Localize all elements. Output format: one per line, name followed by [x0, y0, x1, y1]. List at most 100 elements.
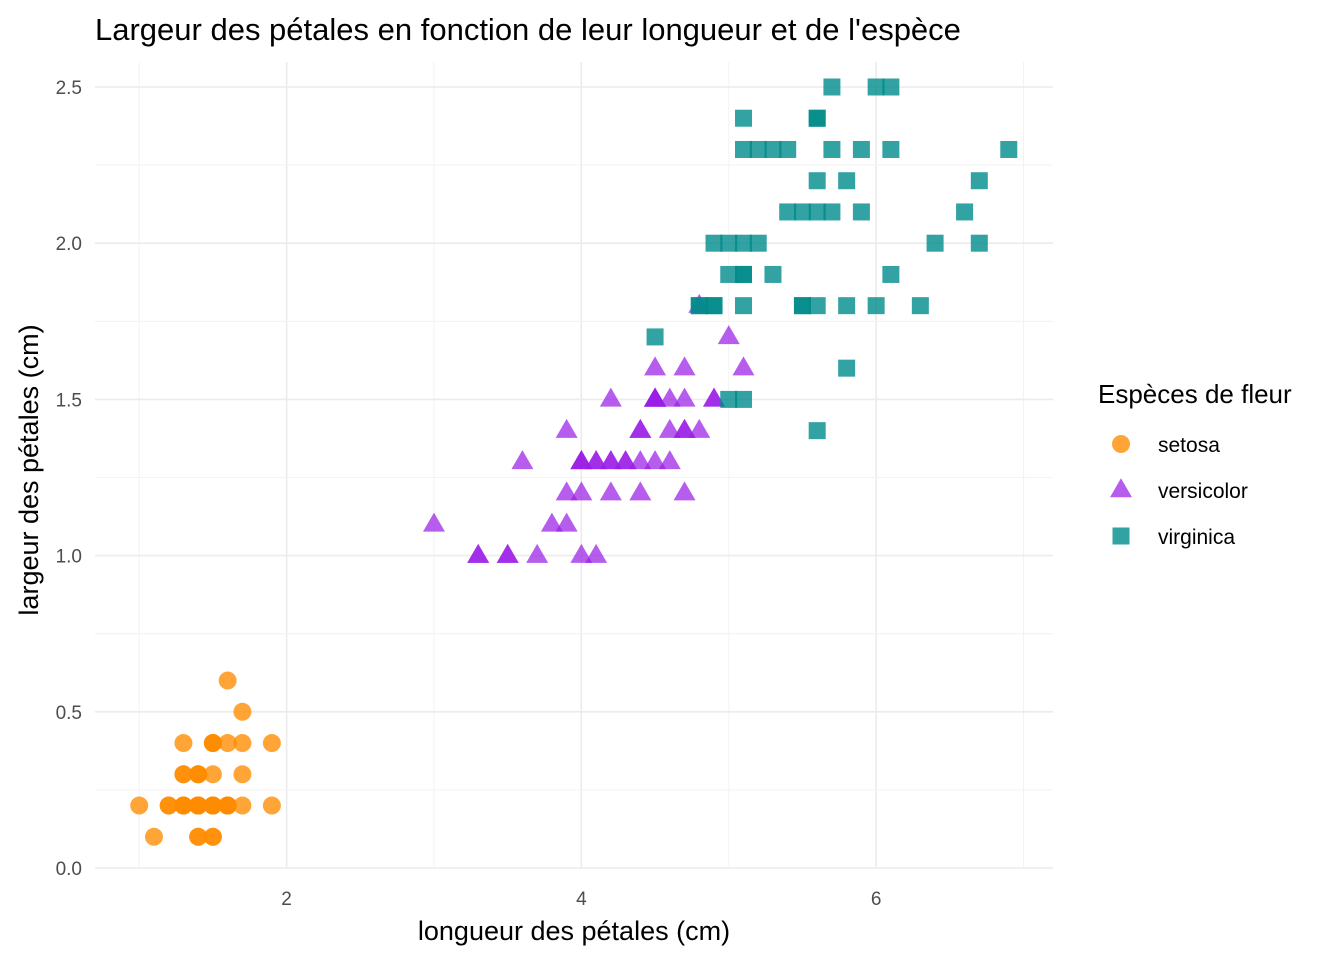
data-point-virginica — [764, 140, 782, 158]
data-point-virginica — [867, 297, 885, 315]
data-point-versicolor — [644, 356, 667, 376]
data-point-virginica — [838, 172, 856, 190]
y-axis-title: largeur des pétales (cm) — [14, 324, 44, 615]
data-point-versicolor — [496, 543, 519, 563]
data-point-setosa — [218, 671, 237, 690]
data-point-virginica — [808, 109, 826, 127]
y-tick-label: 2.5 — [56, 78, 82, 99]
data-point-virginica — [734, 265, 752, 283]
data-point-setosa — [233, 765, 252, 784]
data-point-versicolor — [555, 512, 578, 532]
data-point-virginica — [823, 78, 841, 96]
data-point-versicolor — [673, 387, 696, 407]
data-point-versicolor — [629, 450, 652, 470]
data-point-versicolor — [629, 418, 652, 438]
y-tick-label: 2.0 — [56, 234, 82, 255]
data-point-versicolor — [599, 387, 622, 407]
data-points — [130, 78, 1018, 846]
data-point-versicolor — [658, 387, 681, 407]
data-point-setosa — [174, 734, 193, 753]
data-point-virginica — [734, 140, 752, 158]
data-point-versicolor — [732, 356, 755, 376]
data-point-setosa — [130, 796, 149, 815]
data-point-versicolor — [644, 387, 667, 407]
y-tick-label: 0.5 — [56, 703, 82, 724]
data-point-virginica — [705, 234, 723, 252]
data-point-setosa — [189, 827, 208, 846]
data-point-setosa — [203, 827, 222, 846]
data-point-virginica — [764, 265, 782, 283]
data-point-versicolor — [526, 543, 549, 563]
data-point-setosa — [233, 796, 252, 815]
data-point-virginica — [705, 297, 723, 315]
legend-key-setosa — [1112, 435, 1130, 453]
data-point-virginica — [823, 140, 841, 158]
y-tick-label: 0.0 — [56, 859, 82, 880]
data-point-versicolor — [555, 418, 578, 438]
data-point-setosa — [203, 796, 222, 815]
data-point-virginica — [867, 78, 885, 96]
data-point-versicolor — [585, 450, 608, 470]
data-point-virginica — [720, 234, 738, 252]
y-tick-label: 1.5 — [56, 390, 82, 411]
data-point-virginica — [808, 172, 826, 190]
data-point-setosa — [174, 796, 193, 815]
legend-key-versicolor — [1110, 478, 1132, 498]
legend-label-setosa: setosa — [1158, 434, 1220, 457]
data-point-virginica — [749, 140, 767, 158]
data-point-virginica — [690, 297, 708, 315]
data-point-virginica — [838, 297, 856, 315]
data-point-setosa — [144, 827, 163, 846]
legend-label-virginica: virginica — [1158, 526, 1235, 549]
data-point-virginica — [749, 234, 767, 252]
data-point-versicolor — [599, 450, 622, 470]
data-point-versicolor — [673, 418, 696, 438]
data-point-virginica — [838, 359, 856, 377]
data-point-versicolor — [540, 512, 563, 532]
data-point-setosa — [189, 796, 208, 815]
data-point-virginica — [720, 390, 738, 408]
data-point-virginica — [882, 78, 900, 96]
data-point-setosa — [203, 734, 222, 753]
legend-title: Espèces de fleur — [1098, 379, 1292, 409]
data-point-versicolor — [614, 450, 637, 470]
data-point-virginica — [720, 265, 738, 283]
data-point-setosa — [233, 734, 252, 753]
data-point-versicolor — [570, 450, 593, 470]
data-point-versicolor — [467, 543, 490, 563]
data-point-virginica — [808, 297, 826, 315]
data-point-virginica — [793, 203, 811, 221]
data-point-virginica — [823, 203, 841, 221]
x-tick-label: 4 — [576, 889, 587, 910]
data-point-virginica — [808, 422, 826, 440]
x-tick-label: 2 — [281, 889, 292, 910]
data-point-virginica — [779, 203, 797, 221]
x-tick-label: 6 — [871, 889, 882, 910]
data-point-virginica — [734, 109, 752, 127]
data-point-virginica — [808, 203, 826, 221]
data-point-setosa — [262, 734, 281, 753]
x-axis-ticks: 2 4 6 — [281, 889, 881, 910]
data-point-virginica — [956, 203, 974, 221]
chart-title: Largeur des pétales en fonction de leur … — [95, 12, 961, 47]
data-point-versicolor — [644, 450, 667, 470]
data-point-virginica — [911, 297, 929, 315]
data-point-setosa — [203, 765, 222, 784]
y-tick-label: 1.0 — [56, 547, 82, 568]
data-point-setosa — [218, 796, 237, 815]
data-point-versicolor — [658, 418, 681, 438]
data-point-versicolor — [585, 543, 608, 563]
data-point-virginica — [793, 297, 811, 315]
data-point-versicolor — [629, 481, 652, 501]
data-point-setosa — [159, 796, 178, 815]
data-point-virginica — [646, 328, 664, 346]
data-point-virginica — [734, 234, 752, 252]
data-point-virginica — [852, 140, 870, 158]
data-point-setosa — [189, 765, 208, 784]
legend: Espèces de fleur setosa versicolor virgini… — [1098, 379, 1292, 549]
data-point-versicolor — [688, 418, 711, 438]
grid — [95, 62, 1053, 869]
data-point-virginica — [779, 140, 797, 158]
data-point-virginica — [882, 265, 900, 283]
data-point-versicolor — [599, 481, 622, 501]
